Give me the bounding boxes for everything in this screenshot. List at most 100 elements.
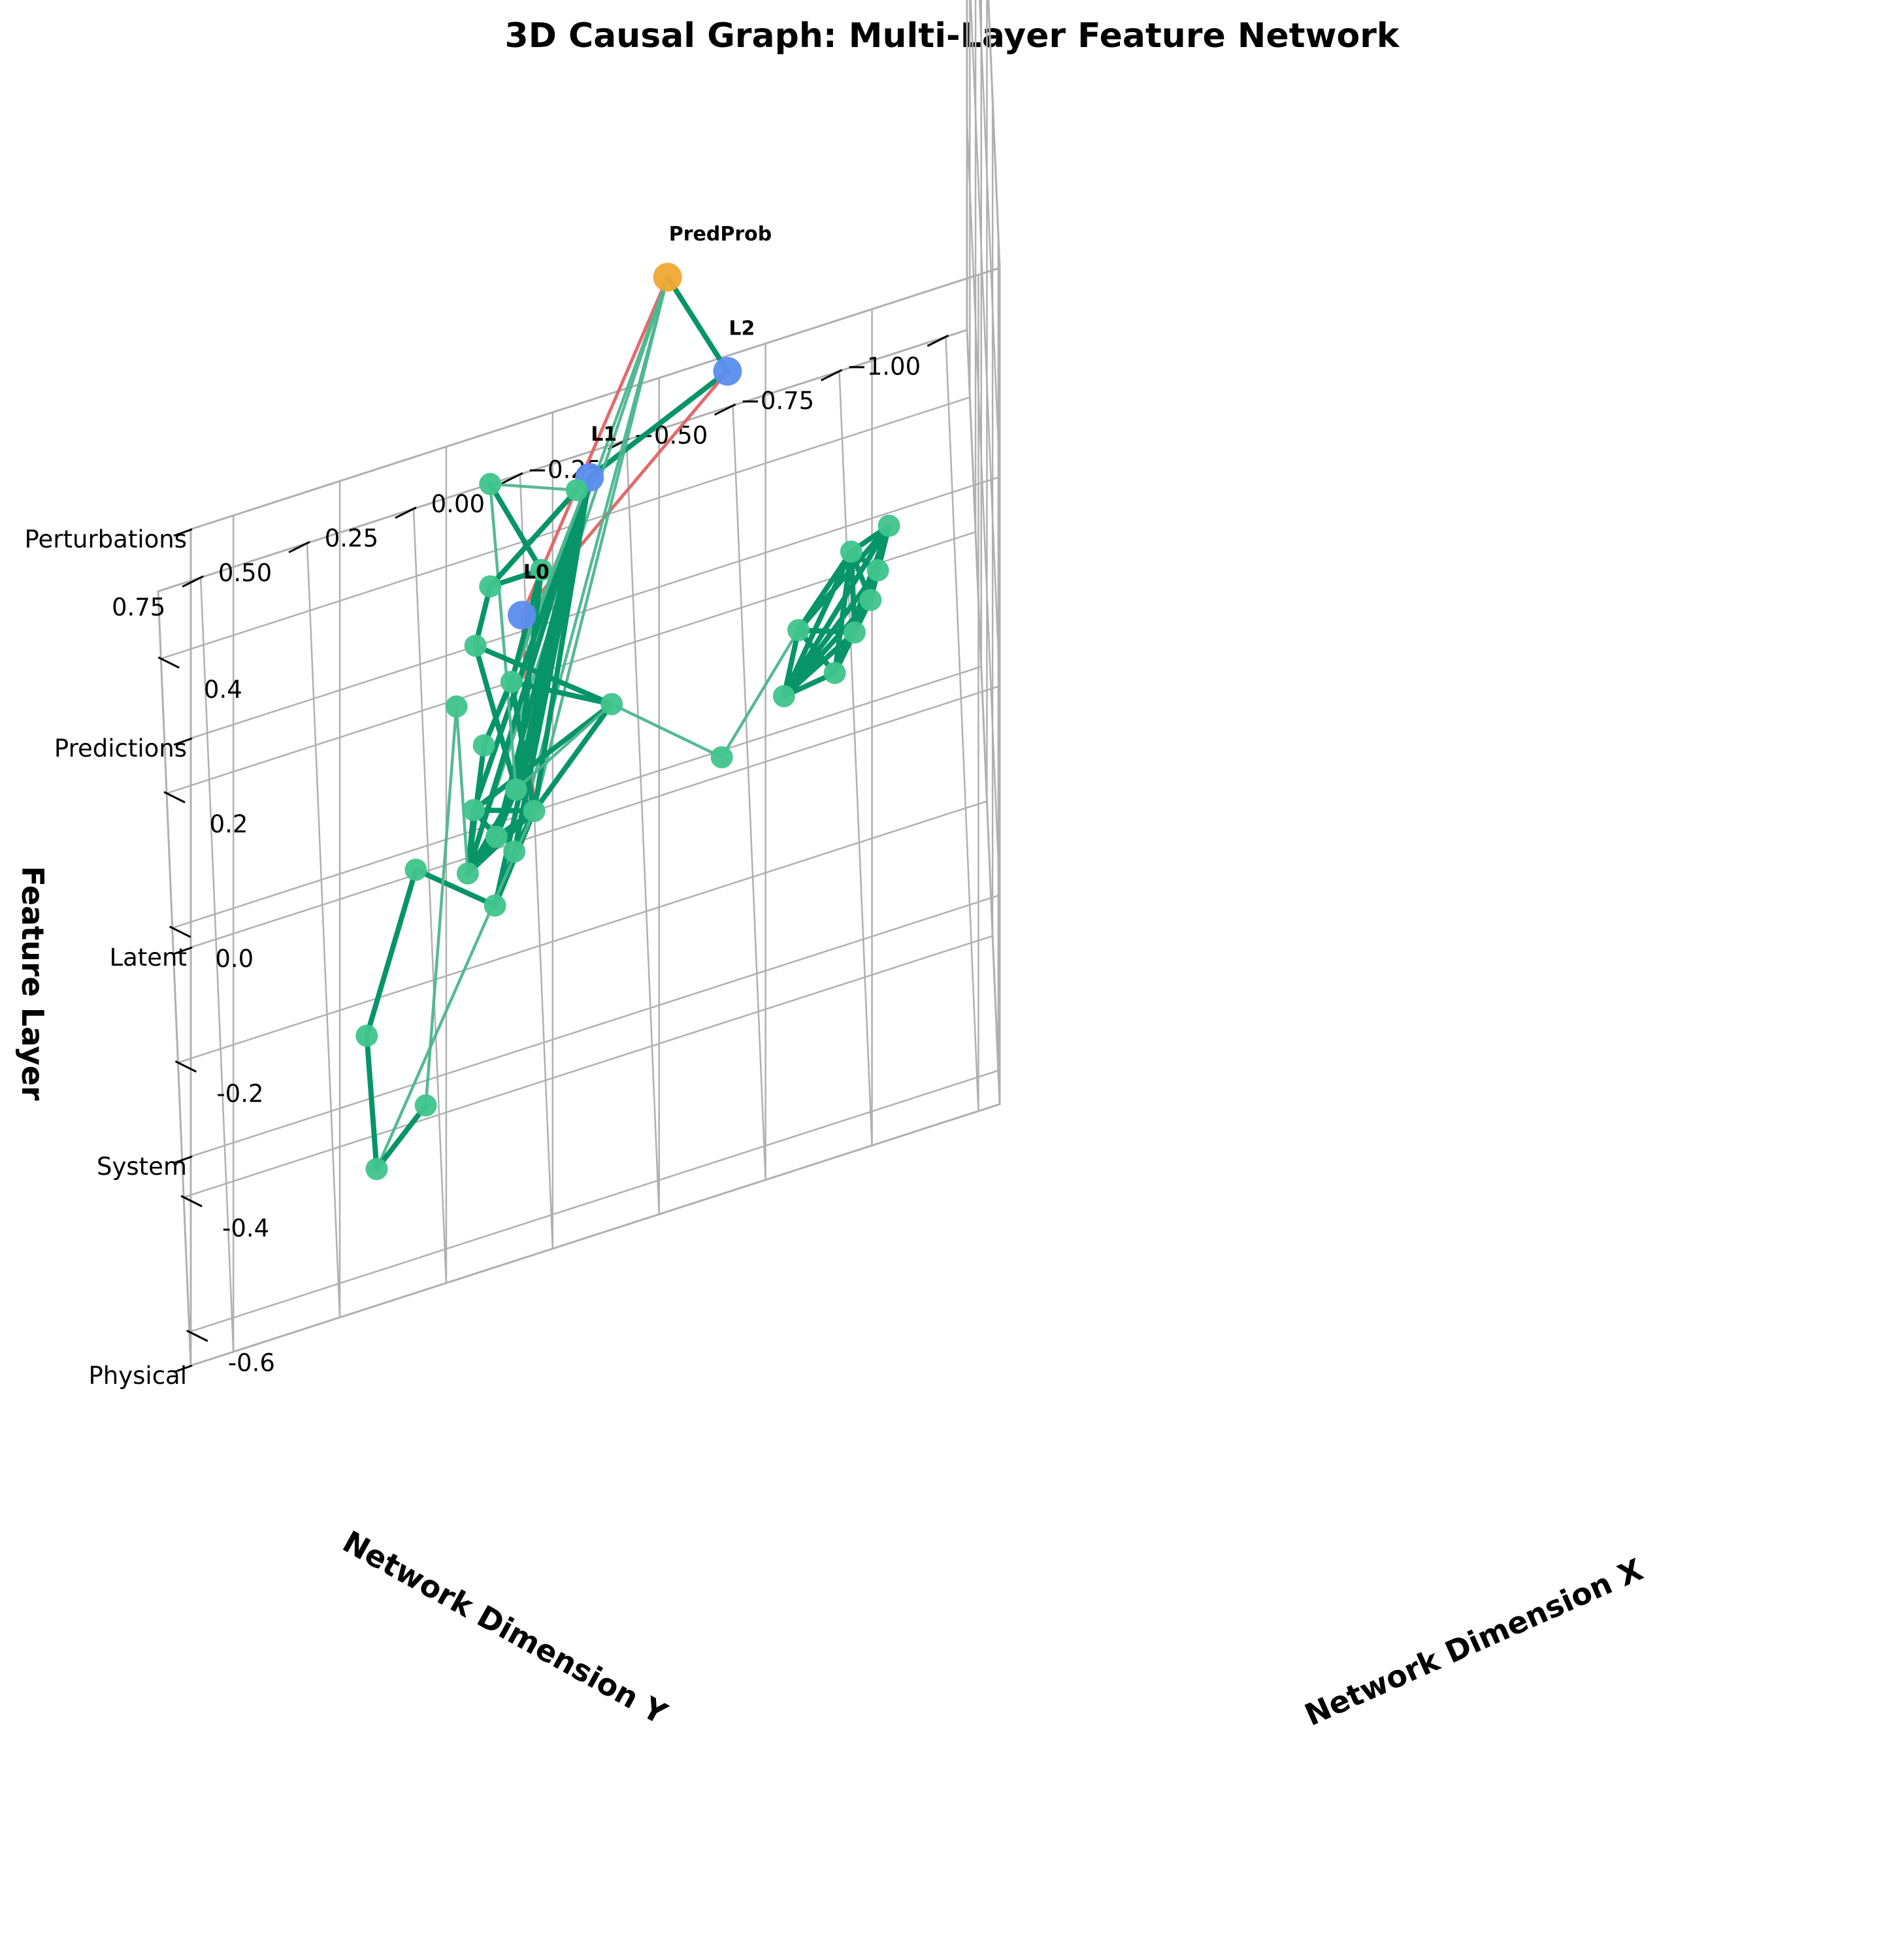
z-tick-mark — [173, 737, 193, 746]
edge-p1-p2 — [374, 1102, 429, 1172]
axis-ticks: -0.6-0.4-0.20.00.20.4−1.00−0.75−0.50−0.2… — [25, 335, 949, 1390]
node-a1 — [772, 685, 795, 708]
z-tick-label: Physical — [88, 1362, 187, 1390]
edge-a4-a8 — [832, 549, 854, 676]
node-label-PredProb: PredProb — [669, 223, 772, 246]
edge-L1-L2 — [587, 369, 730, 480]
node-c3 — [463, 798, 485, 821]
gridline-z-wall-y — [189, 476, 1001, 740]
y-axis-label: Network Dimension Y — [337, 1524, 674, 1731]
axes-panes-grid — [157, 0, 1001, 1367]
y-tick-label: 0.75 — [112, 593, 165, 621]
edge-p3-p4 — [364, 867, 419, 1039]
node-a3 — [859, 589, 882, 612]
node-m8 — [479, 472, 502, 495]
node-L0 — [507, 600, 536, 630]
gridline-x-floor — [160, 396, 971, 660]
gridline-x-floor — [171, 665, 982, 929]
y-tick-label: 0.00 — [431, 490, 485, 518]
x-tick-mark — [169, 925, 191, 938]
z-axis-label: Feature Layer — [15, 866, 50, 1101]
edge-m1-m5 — [472, 643, 615, 707]
x-axis-label: Network Dimension X — [1300, 1552, 1648, 1733]
y-tick-mark — [395, 506, 417, 519]
x-tick-label: -0.4 — [222, 1214, 269, 1242]
z-tick-mark — [173, 946, 193, 955]
edge-c6-m8 — [488, 482, 518, 791]
y-tick-mark — [501, 472, 523, 485]
gridline-z-wall-y — [189, 267, 1001, 531]
y-tick-label: 0.50 — [218, 559, 272, 587]
node-c1 — [485, 825, 508, 848]
y-tick-mark — [927, 335, 949, 347]
edge-c4-m9 — [455, 705, 470, 876]
y-tick-mark — [714, 403, 736, 416]
node-p4 — [404, 859, 427, 881]
node-m5 — [464, 634, 487, 657]
node-label-L2: L2 — [729, 317, 755, 340]
x-tick-label: 0.4 — [204, 676, 242, 704]
node-m6 — [479, 575, 502, 598]
z-tick-label: Predictions — [54, 734, 187, 762]
edge-c5-p4 — [413, 867, 498, 908]
node-p1 — [414, 1094, 437, 1117]
edge-m1-c6 — [514, 702, 614, 791]
x-tick-mark — [186, 1330, 208, 1342]
gridline-z-wall-y — [189, 894, 1001, 1158]
node-p3 — [355, 1024, 378, 1047]
node-m9 — [445, 695, 468, 718]
node-m2 — [500, 670, 523, 693]
node-m4 — [530, 559, 553, 582]
node-a4 — [823, 661, 846, 684]
pane-edge — [157, 329, 968, 593]
edge-c0-m1 — [531, 701, 615, 814]
edge-m1-m2 — [508, 679, 615, 707]
z-tick-mark — [173, 1155, 193, 1164]
node-c2 — [503, 840, 526, 863]
edge-a9-m1 — [610, 702, 723, 759]
node-L2 — [713, 357, 742, 386]
pane-edge — [157, 590, 192, 1367]
z-tick-label: Latent — [109, 943, 187, 972]
node-a9 — [710, 746, 733, 768]
gridline-z-wall-x — [966, 329, 1001, 1106]
edge-a6-a9 — [720, 629, 800, 759]
gridline-y-floor — [199, 576, 235, 1353]
edge-m7-m8 — [488, 482, 578, 492]
z-tick-mark — [173, 528, 193, 537]
x-tick-label: 0.0 — [215, 945, 254, 973]
y-tick-label: −0.75 — [740, 387, 814, 415]
gridline-y-floor — [306, 542, 341, 1319]
node-a7 — [878, 514, 900, 537]
edge-a1-a7 — [781, 523, 892, 699]
y-tick-mark — [288, 540, 310, 553]
x-tick-mark — [180, 1195, 203, 1207]
gridline-z-wall-x — [966, 120, 1001, 896]
edge-p2-p3 — [364, 1033, 380, 1172]
edge-c3-m1 — [471, 701, 615, 813]
gridline-y-floor — [625, 439, 660, 1215]
node-m7 — [565, 479, 588, 502]
edge-L1-c6 — [513, 474, 593, 793]
chart-title: 3D Causal Graph: Multi-Layer Feature Net… — [505, 16, 1400, 56]
edge-m7-m6 — [487, 487, 580, 589]
edge-m4-m8 — [487, 481, 544, 573]
gridline-z-wall-y — [189, 685, 1001, 949]
node-label-L1: L1 — [591, 423, 617, 446]
edge-a6-a7 — [795, 523, 892, 633]
edge-PredProb-L0 — [520, 275, 670, 617]
node-c0 — [523, 800, 546, 823]
gridline-x-floor — [188, 1070, 1000, 1333]
y-tick-label: 0.25 — [325, 525, 378, 553]
gridline-x-floor — [177, 800, 988, 1064]
node-labels: L0 L1 L2 PredProb — [523, 223, 772, 583]
x-tick-mark — [163, 791, 186, 804]
edge-c6-m4 — [513, 567, 544, 793]
node-label-L0: L0 — [523, 561, 550, 584]
node-a5 — [843, 621, 866, 644]
node-a8 — [840, 540, 862, 563]
gridline-z-wall-x — [987, 0, 1001, 269]
edge-a1-a5 — [781, 629, 857, 699]
gridline-x-floor — [182, 935, 994, 1198]
